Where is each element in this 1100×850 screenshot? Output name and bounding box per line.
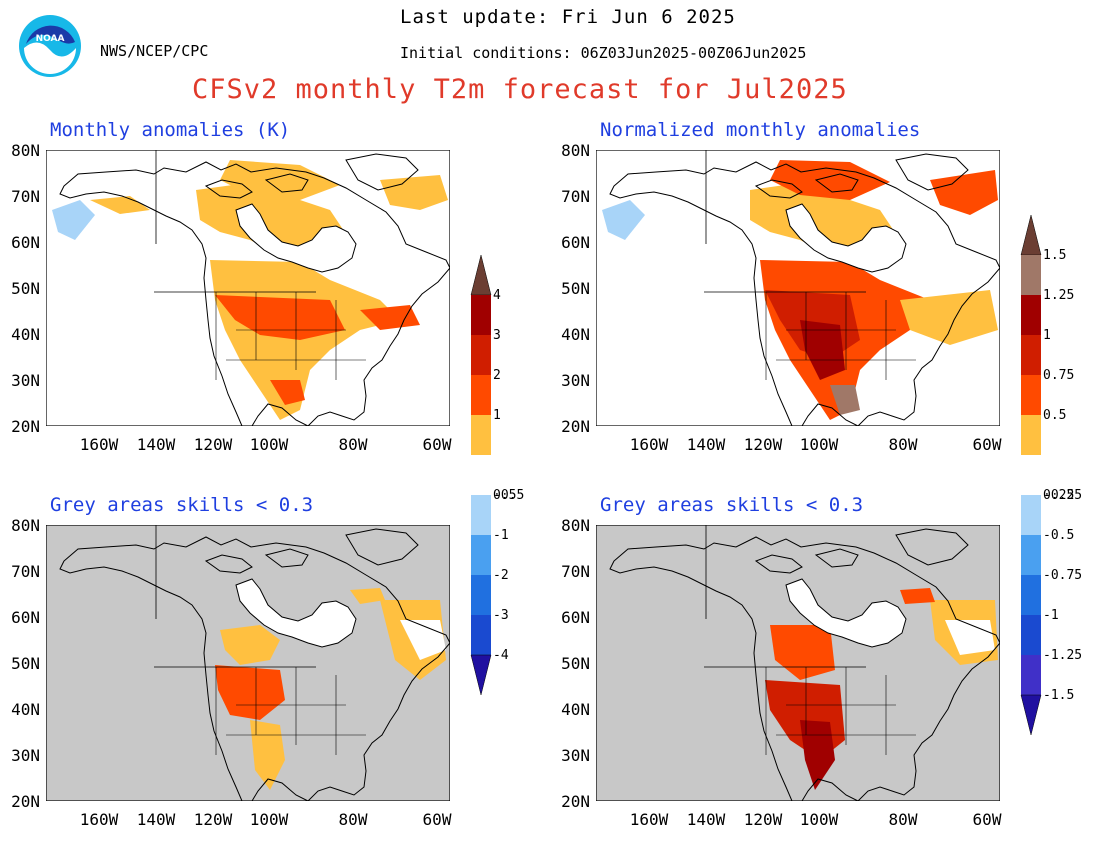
lat-label: 20N (11, 417, 40, 436)
lat-label: 30N (11, 746, 40, 765)
lat-label: 80N (11, 516, 40, 535)
colorbars: 43210.5-0.5-1-2-3-41.51.2510.750.50.25-0… (470, 214, 1082, 736)
noaa-logo: NOAA (19, 15, 81, 77)
colorbar-label: -0.5 (1043, 528, 1074, 543)
colorbar-label: -2 (493, 568, 509, 583)
colorbar-label: 1 (1043, 328, 1051, 343)
lon-label: 60W (973, 810, 1002, 829)
colorbar-label: 0.25 (1043, 488, 1074, 503)
colorbar-right: 1.5 1.25 1 0.75 0.5 0.25-0.25 -0.5 -0.75 -1 -1.25… (1020, 214, 1082, 736)
lon-label: 120W (194, 810, 233, 829)
colorbar-label: -0.75 (1043, 568, 1082, 583)
lat-label: 40N (11, 700, 40, 719)
colorbar-label: -4 (493, 648, 509, 663)
lat-label: 40N (561, 325, 590, 344)
lon-label: 80W (339, 435, 368, 454)
lon-label: 80W (889, 435, 918, 454)
colorbar-label: -0.5 (493, 488, 524, 503)
colorbar-left: 4 3 2 1 0.5-0.5 -1 -2 -3 -4 (470, 254, 524, 696)
colorbar-label: 1.25 (1043, 288, 1074, 303)
panel-title-normalized-anomalies: Normalized monthly anomalies (600, 119, 921, 141)
lon-label: 100W (800, 435, 839, 454)
colorbar-label: 0.5 (493, 488, 516, 503)
map-panel-normalized-anomalies (596, 150, 1000, 426)
panel-title-skill-right: Grey areas skills < 0.3 (600, 494, 864, 516)
colorbar-label: -1 (493, 528, 509, 543)
lon-label: 60W (423, 435, 452, 454)
lat-label: 30N (561, 746, 590, 765)
lat-label: 50N (561, 654, 590, 673)
lon-label: 80W (889, 810, 918, 829)
lon-label: 120W (744, 810, 783, 829)
lat-label: 40N (11, 325, 40, 344)
lon-label: 100W (250, 435, 289, 454)
colorbar-label: 1.5 (1043, 248, 1066, 263)
colorbar-label: -0.25 (1043, 488, 1082, 503)
org-label: NWS/NCEP/CPC (100, 42, 209, 60)
lon-label: 60W (423, 810, 452, 829)
lon-label: 100W (250, 810, 289, 829)
lat-label: 70N (11, 562, 40, 581)
colorbar-label: 0.75 (1043, 368, 1074, 383)
lon-label: 120W (744, 435, 783, 454)
lat-label: 70N (561, 562, 590, 581)
colorbar-label: 4 (493, 288, 501, 303)
lat-label: 60N (11, 233, 40, 252)
lat-label: 20N (11, 792, 40, 811)
lat-label: 30N (11, 371, 40, 390)
colorbar-label: 3 (493, 328, 501, 343)
lon-label: 160W (80, 810, 119, 829)
lon-label: 160W (630, 810, 669, 829)
lat-label: 20N (561, 417, 590, 436)
map-panel-skill-left (46, 525, 450, 801)
lat-label: 50N (11, 279, 40, 298)
lat-label: 80N (561, 141, 590, 160)
lat-label: 60N (561, 608, 590, 627)
colorbar-label: 1 (493, 408, 501, 423)
colorbar-label: -1.25 (1043, 648, 1082, 663)
lon-label: 100W (800, 810, 839, 829)
lon-label: 160W (630, 435, 669, 454)
lon-label: 140W (687, 810, 726, 829)
colorbar-label: 2 (493, 368, 501, 383)
lon-label: 160W (80, 435, 119, 454)
map-panel-skill-right (596, 525, 1000, 801)
lat-label: 30N (561, 371, 590, 390)
colorbar-label: -1.5 (1043, 688, 1074, 703)
last-update-text: Last update: Fri Jun 6 2025 (400, 6, 736, 28)
map-panel-monthly-anomalies (46, 150, 450, 426)
colorbar-label: -1 (1043, 608, 1059, 623)
panel-title-skill-left: Grey areas skills < 0.3 (50, 494, 314, 516)
initial-conditions-text: Initial conditions: 06Z03Jun2025-00Z06Ju… (400, 44, 807, 62)
colorbar-label: -3 (493, 608, 509, 623)
panel-title-monthly-anomalies: Monthly anomalies (K) (50, 119, 291, 141)
lon-label: 120W (194, 435, 233, 454)
lat-label: 50N (561, 279, 590, 298)
lat-label: 80N (561, 516, 590, 535)
lon-label: 80W (339, 810, 368, 829)
lat-label: 60N (11, 608, 40, 627)
lon-label: 140W (137, 435, 176, 454)
lat-label: 70N (11, 187, 40, 206)
lat-label: 70N (561, 187, 590, 206)
lat-label: 50N (11, 654, 40, 673)
lat-label: 40N (561, 700, 590, 719)
lat-label: 60N (561, 233, 590, 252)
lat-label: 20N (561, 792, 590, 811)
logo-text: NOAA (36, 34, 65, 44)
page-title: CFSv2 monthly T2m forecast for Jul2025 (192, 74, 848, 105)
colorbar-label: 0.5 (1043, 408, 1066, 423)
lon-label: 60W (973, 435, 1002, 454)
lon-label: 140W (137, 810, 176, 829)
lon-label: 140W (687, 435, 726, 454)
lat-label: 80N (11, 141, 40, 160)
